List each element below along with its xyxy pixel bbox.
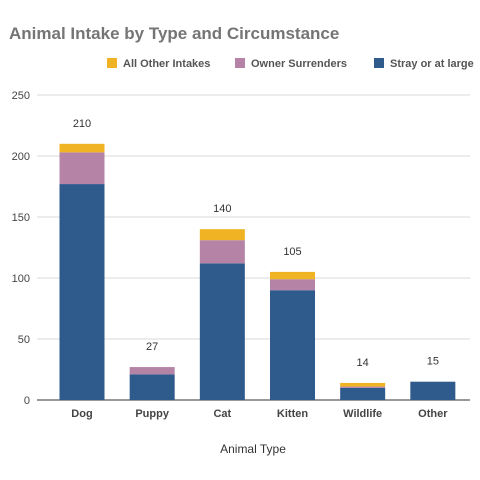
total-label: 15 [427,356,439,368]
bar-segment[interactable] [199,229,245,241]
bar-segment[interactable] [340,382,386,387]
y-tick-label: 50 [18,334,30,346]
x-axis-label: Animal Type [220,442,286,456]
y-tick-label: 100 [12,273,30,285]
y-tick-label: 150 [12,212,30,224]
legend[interactable]: All Other Intakes Owner Surrenders Stray o… [107,58,474,70]
y-tick-label: 250 [12,90,30,102]
legend-item[interactable]: Stray or at large [374,58,474,70]
total-labels: 210 27 140 105 14 15 [73,118,439,369]
total-label: 14 [357,357,369,369]
bar-segment[interactable] [270,290,315,400]
legend-swatch [374,58,384,68]
legend-item[interactable]: All Other Intakes [107,58,210,70]
y-tick-label: 200 [12,151,30,163]
legend-swatch [235,58,245,68]
bar-segment[interactable] [270,279,315,291]
total-label: 210 [73,118,91,130]
legend-label: All Other Intakes [123,58,210,70]
bar-segment[interactable] [199,263,245,400]
y-tick-label: 0 [24,395,30,407]
x-tick-label: Kitten [277,408,308,420]
bars [59,143,456,400]
bar-segment[interactable] [59,143,105,153]
legend-label: Owner Surrenders [251,58,347,70]
bar-segment[interactable] [59,184,105,400]
bar-segment[interactable] [129,367,175,375]
bar-segment[interactable] [199,240,245,264]
bar-segment[interactable] [340,387,386,400]
total-label: 105 [283,246,301,258]
legend-swatch [107,58,117,68]
bar-segment[interactable] [340,386,386,388]
bar-segment[interactable] [270,271,315,280]
legend-label: Stray or at large [390,58,474,70]
bar-segment[interactable] [129,374,175,400]
x-tick-label: Other [418,408,448,420]
total-label: 27 [146,341,158,353]
x-tick-label: Puppy [135,408,169,420]
x-tick-label: Cat [213,408,231,420]
bar-segment[interactable] [59,152,105,185]
x-tick-label: Wildlife [343,408,382,420]
total-label: 140 [213,203,231,215]
legend-item[interactable]: Owner Surrenders [235,58,347,70]
x-tick-label: Dog [71,408,92,420]
chart-title: Animal Intake by Type and Circumstance [9,24,340,43]
y-axis-ticks: 0 50 100 150 200 250 [12,90,30,407]
x-axis-categories: Dog Puppy Cat Kitten Wildlife Other [71,408,448,420]
bar-segment[interactable] [410,381,456,400]
gridlines [37,94,470,401]
